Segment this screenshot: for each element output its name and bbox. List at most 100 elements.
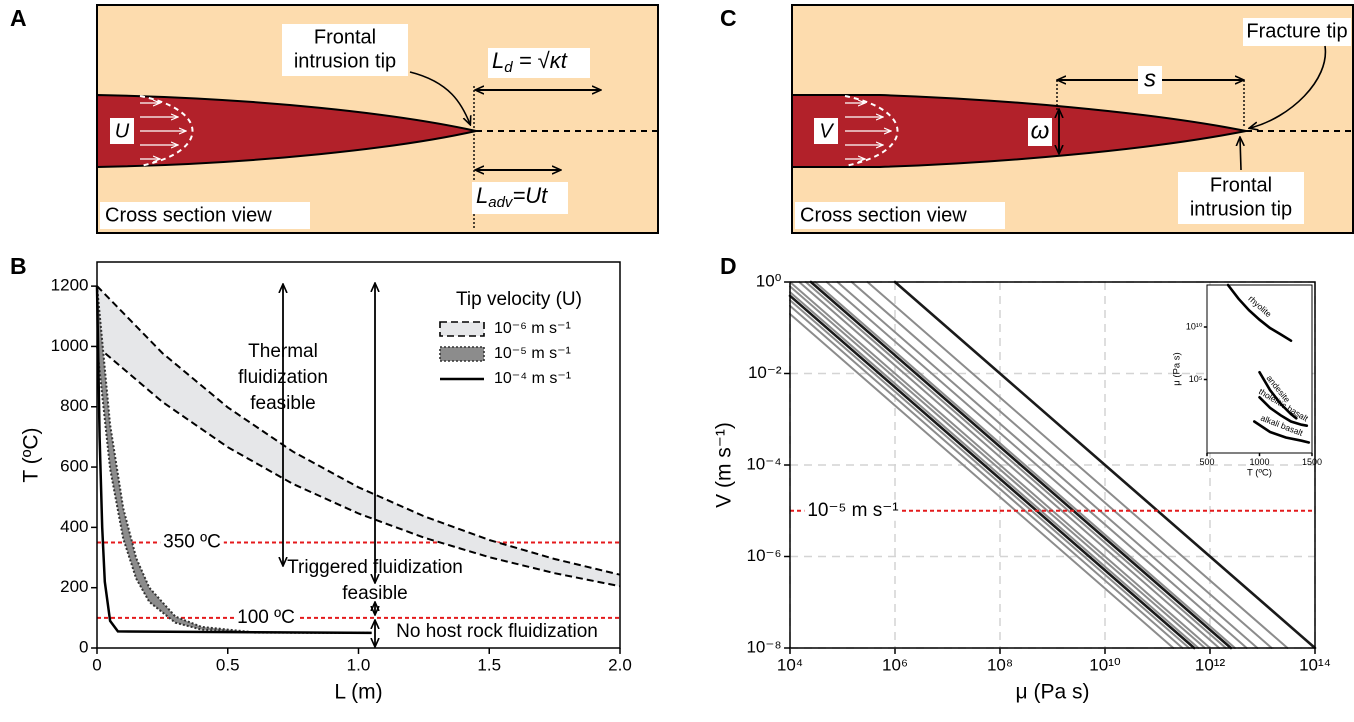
line (789, 313, 1175, 649)
legend-label: 10⁻⁶ m s⁻¹ (494, 320, 571, 337)
y-tick-label: 10⁻⁶ (747, 546, 782, 565)
pointer (409, 71, 470, 124)
band-edge (96, 345, 621, 588)
x-tick-label: 10⁸ (987, 655, 1013, 674)
y-tick-label: 10⁵ (1189, 374, 1203, 384)
y-axis-label: T (ºC) (20, 427, 43, 482)
line (825, 281, 1248, 649)
line (893, 280, 1317, 650)
y-tick-label: 800 (60, 396, 88, 415)
label-bg (814, 118, 838, 144)
line (1253, 420, 1311, 444)
label-bg (795, 202, 1005, 229)
label-bg (1138, 66, 1162, 94)
line (804, 281, 1227, 649)
distance-label: s (1144, 65, 1156, 92)
line (850, 281, 1273, 649)
pointer (1240, 138, 1241, 171)
band-edge (95, 286, 372, 635)
x-tick-label: 1500 (1302, 457, 1322, 467)
diffusion-length: Ld = √κt (492, 48, 568, 76)
reference-label: 350 ºC (163, 531, 221, 552)
label-bg (1243, 18, 1351, 46)
line (788, 294, 1196, 650)
y-tick-label: 10⁻⁴ (746, 454, 781, 473)
intrusion (96, 93, 477, 169)
label-bg (1028, 118, 1052, 146)
line (798, 281, 1221, 649)
view-label: Cross section view (800, 204, 967, 226)
label-bg (282, 24, 408, 76)
line (866, 281, 1289, 649)
label-bg (100, 202, 310, 229)
legend-swatch (439, 321, 485, 337)
label-bg (110, 118, 134, 144)
x-tick-label: 10⁶ (882, 655, 908, 674)
advection-length: Ladv=Ut (476, 183, 548, 211)
line (789, 281, 1211, 649)
line (1258, 396, 1309, 427)
panel-letter: D (720, 253, 737, 279)
y-tick-label: 0 (79, 637, 88, 656)
y-tick-label: 1200 (51, 276, 89, 295)
pointer (1250, 45, 1327, 128)
y-tick-label: 600 (60, 457, 88, 476)
panel-letter: B (10, 253, 27, 279)
label-bg (472, 182, 568, 214)
x-axis-label: T (ºC) (1247, 468, 1272, 479)
velocity-profile (844, 95, 899, 167)
tip-label: Frontal (1210, 174, 1272, 196)
line (814, 281, 1236, 649)
x-tick-label: 0.5 (216, 655, 240, 674)
label-bg (393, 621, 601, 643)
line (789, 285, 1206, 649)
plot-frame (1206, 284, 1313, 454)
line (1226, 283, 1293, 342)
x-tick-label: 0 (92, 655, 101, 674)
flow-arrows (845, 103, 891, 159)
panel-letter: C (720, 5, 737, 31)
label-bg (160, 531, 224, 553)
y-tick-label: 10¹⁰ (1186, 321, 1203, 331)
line (836, 281, 1259, 649)
legend-label: 10⁻⁵ m s⁻¹ (494, 345, 571, 362)
x-axis-label: μ (Pa s) (1016, 681, 1090, 704)
label-bg (1178, 172, 1304, 224)
x-tick-label: 10¹⁰ (1089, 655, 1121, 674)
label-bg (804, 499, 902, 521)
y-tick-label: 200 (60, 577, 88, 596)
x-tick-label: 10⁴ (777, 655, 803, 674)
legend-label: 10⁻⁴ m s⁻¹ (494, 370, 571, 387)
intrusion (791, 94, 1247, 168)
flow-arrows (140, 103, 186, 159)
line (789, 304, 1184, 649)
line (809, 280, 1233, 650)
y-tick-label: 10⁻² (748, 363, 782, 382)
line (789, 291, 1200, 649)
tip-label: intrusion tip (1190, 198, 1292, 220)
y-tick-label: 400 (60, 517, 88, 536)
width-label: ω (1031, 117, 1050, 144)
fracture-tip-label: Fracture tip (1246, 20, 1347, 42)
x-tick-label: 500 (1199, 457, 1214, 467)
y-axis-label: V (m s⁻¹) (713, 422, 736, 508)
annotation: feasible (342, 583, 408, 604)
label-bg (234, 606, 298, 628)
line (789, 299, 1191, 649)
y-tick-label: 10⁰ (756, 271, 782, 290)
annotation: No host rock fluidization (396, 621, 598, 642)
plot-frame (96, 261, 621, 649)
tip-label: Frontal (314, 26, 376, 48)
reference-label: 10⁻⁵ m s⁻¹ (807, 500, 898, 521)
plot-frame (789, 281, 1316, 649)
legend-swatch (439, 346, 485, 362)
panel-letter: A (10, 5, 27, 31)
y-axis-label: μ (Pa s) (1172, 352, 1183, 385)
y-tick-label: 1000 (51, 336, 89, 355)
tip-label: intrusion tip (294, 50, 396, 72)
x-tick-label: 10¹² (1195, 655, 1226, 674)
x-tick-label: 1.5 (477, 655, 501, 674)
band-edge (96, 286, 372, 634)
band-edge (96, 285, 621, 576)
